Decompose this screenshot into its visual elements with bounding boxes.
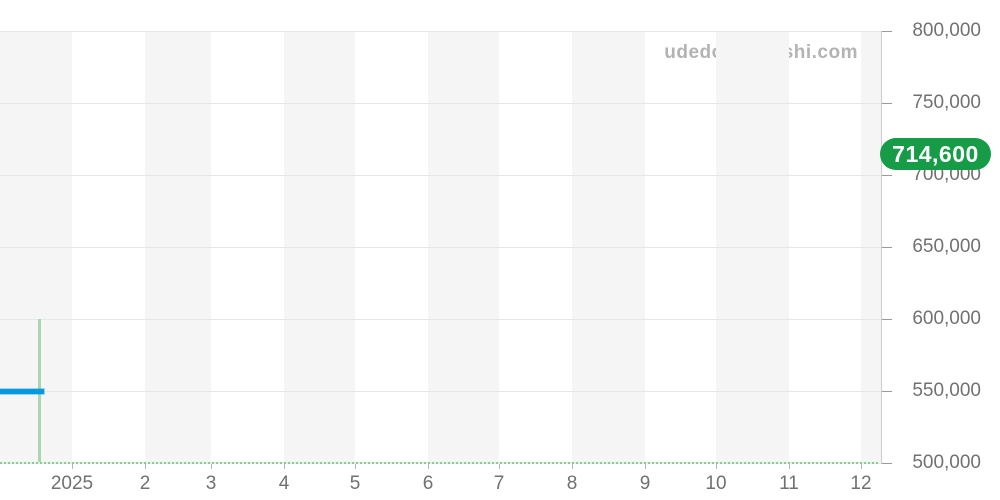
y-axis-label: 500,000 bbox=[912, 452, 981, 473]
y-axis-label: 800,000 bbox=[912, 20, 981, 41]
y-axis-tick bbox=[881, 463, 892, 464]
x-axis-label: 11 bbox=[779, 473, 799, 494]
x-axis-tick bbox=[145, 463, 146, 469]
y-axis-label: 650,000 bbox=[912, 236, 981, 257]
y-axis-tick bbox=[881, 319, 892, 320]
y-gridline bbox=[0, 391, 881, 392]
price-segment-line bbox=[0, 389, 44, 394]
x-axis-label: 5 bbox=[349, 473, 361, 494]
x-axis-tick bbox=[499, 463, 500, 469]
x-axis-label: 2 bbox=[139, 473, 151, 494]
y-gridline bbox=[0, 175, 881, 176]
x-axis-label: 2025 bbox=[50, 473, 94, 494]
x-axis-tick bbox=[211, 463, 212, 469]
current-price-badge: 714,600 bbox=[880, 138, 991, 170]
y-axis-label: 600,000 bbox=[912, 308, 981, 329]
y-axis-line bbox=[881, 31, 882, 464]
x-axis-label: 8 bbox=[566, 473, 578, 494]
x-axis-tick bbox=[716, 463, 717, 469]
x-axis-label: 9 bbox=[639, 473, 651, 494]
y-axis-tick bbox=[881, 175, 892, 176]
y-gridline bbox=[0, 31, 881, 32]
y-axis-label: 550,000 bbox=[912, 380, 981, 401]
current-price-label: 714,600 bbox=[892, 140, 979, 167]
baseline-dotted-line bbox=[0, 462, 878, 464]
y-axis-tick bbox=[881, 103, 892, 104]
x-axis-tick bbox=[789, 463, 790, 469]
y-gridline bbox=[0, 247, 881, 248]
y-axis-tick bbox=[881, 391, 892, 392]
y-axis-tick bbox=[881, 247, 892, 248]
x-axis-tick bbox=[355, 463, 356, 469]
x-axis-tick bbox=[572, 463, 573, 469]
x-axis-tick bbox=[284, 463, 285, 469]
x-axis-label: 10 bbox=[705, 473, 727, 494]
x-axis-label: 12 bbox=[850, 473, 872, 494]
y-axis-tick bbox=[881, 31, 892, 32]
x-axis-label: 6 bbox=[422, 473, 434, 494]
y-gridline bbox=[0, 319, 881, 320]
y-axis-label: 750,000 bbox=[912, 92, 981, 113]
y-gridline bbox=[0, 103, 881, 104]
x-axis-tick bbox=[428, 463, 429, 469]
x-axis-tick bbox=[861, 463, 862, 469]
x-axis-label: 7 bbox=[493, 473, 505, 494]
x-axis-tick bbox=[72, 463, 73, 469]
x-axis-tick bbox=[645, 463, 646, 469]
x-axis-label: 4 bbox=[278, 473, 290, 494]
x-axis-label: 3 bbox=[205, 473, 217, 494]
